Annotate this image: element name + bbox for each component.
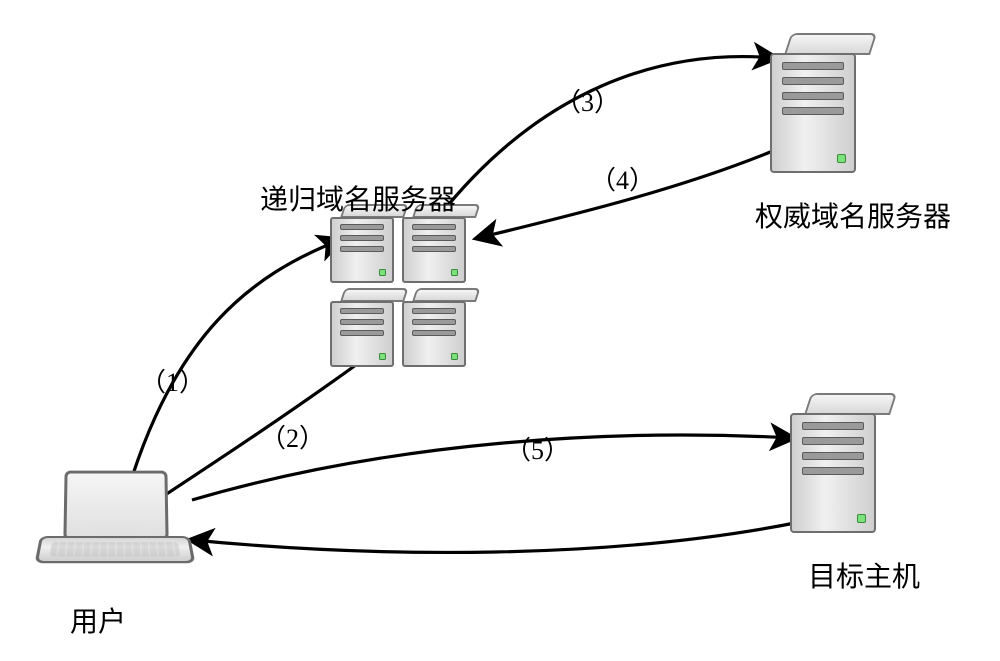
- target-host-server-icon: [790, 395, 876, 535]
- diagram-canvas: { "type": "network", "canvas": { "width"…: [0, 0, 1000, 661]
- user-label: 用户: [70, 600, 126, 640]
- recursive-label: 递归域名服务器: [260, 178, 456, 218]
- edge-label-3: （3）: [555, 82, 620, 119]
- edge-e6: [192, 522, 800, 552]
- authoritative-label: 权威域名服务器: [755, 195, 951, 235]
- authoritative-server-icon: [770, 35, 856, 175]
- user-laptop-icon: [40, 470, 190, 580]
- edge-label-5: （5）: [505, 430, 570, 467]
- edge-label-1: （1）: [140, 362, 205, 399]
- edge-label-2: （2）: [260, 418, 325, 455]
- edge-label-4: （4）: [590, 160, 655, 197]
- recursive-server-cluster-icon: [330, 205, 480, 375]
- target-label: 目标主机: [808, 555, 920, 595]
